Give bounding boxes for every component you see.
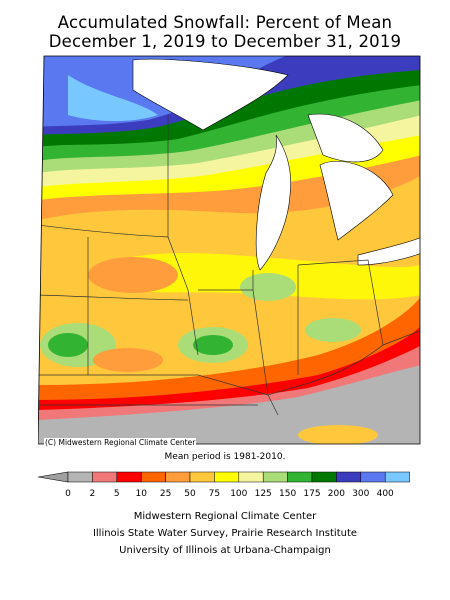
green-core-missouri (193, 335, 233, 355)
orange-patch-southeast (298, 425, 378, 444)
legend-swatch (384, 471, 410, 483)
legend-swatch (165, 471, 191, 483)
institution-line-3: University of Illinois at Urbana-Champai… (119, 545, 331, 556)
institution-line-1: Midwestern Regional Climate Center (133, 511, 317, 522)
state-borders (38, 115, 420, 416)
green-patch-illinois (240, 273, 296, 301)
legend-tick-label: 50 (184, 489, 196, 499)
legend-swatch (238, 471, 264, 483)
legend-tick-label: 10 (135, 489, 147, 499)
legend-swatch (67, 471, 93, 483)
legend-swatch (214, 471, 240, 483)
legend-swatch (262, 471, 288, 483)
legend-tick-label: 5 (114, 489, 120, 499)
legend-tick-label: 125 (255, 489, 272, 499)
orange-patch-west (88, 257, 178, 293)
legend-swatch (336, 471, 362, 483)
color-legend: 0 2 5 10 25 50 75 100 125 150 175 200 300 400 (38, 471, 410, 499)
orange-patch-south (93, 348, 163, 372)
lake-michigan (255, 134, 291, 271)
mean-period-note: Mean period is 1981-2010. (164, 452, 286, 462)
legend-tick-label: 175 (303, 489, 320, 499)
legend-swatch (92, 471, 118, 483)
legend-tick-label: 200 (328, 489, 345, 499)
legend-tick-label: 2 (90, 489, 96, 499)
legend-tick-label: 400 (377, 489, 394, 499)
green-core-kansas (48, 333, 88, 357)
legend-swatch (116, 471, 142, 483)
lake-huron (319, 161, 394, 241)
legend-swatch (189, 471, 215, 483)
legend-swatch (311, 471, 337, 483)
legend-tick-label: 100 (230, 489, 247, 499)
legend-tick-label: 25 (160, 489, 171, 499)
legend-tick-label: 150 (279, 489, 296, 499)
legend-swatch (140, 471, 166, 483)
green-patch-ohio (305, 318, 361, 342)
snowfall-map (38, 55, 421, 445)
lake-erie (357, 236, 420, 266)
map-title-line1: Accumulated Snowfall: Percent of Mean (57, 13, 393, 32)
legend-tick-label: 300 (352, 489, 369, 499)
legend-below-range-arrow (38, 471, 69, 483)
legend-tick-label: 0 (65, 489, 71, 499)
map-frame (38, 55, 421, 445)
institution-line-2: Illinois State Water Survey, Prairie Res… (92, 528, 358, 539)
lake-superior (132, 58, 289, 131)
map-title-line2: December 1, 2019 to December 31, 2019 (48, 32, 402, 51)
ontario-land (307, 113, 384, 163)
legend-swatch (287, 471, 313, 483)
band-400 (68, 75, 158, 122)
legend-tick-label: 75 (209, 489, 220, 499)
map-credit: (C) Midwestern Regional Climate Center (44, 438, 197, 447)
legend-swatch (360, 471, 386, 483)
